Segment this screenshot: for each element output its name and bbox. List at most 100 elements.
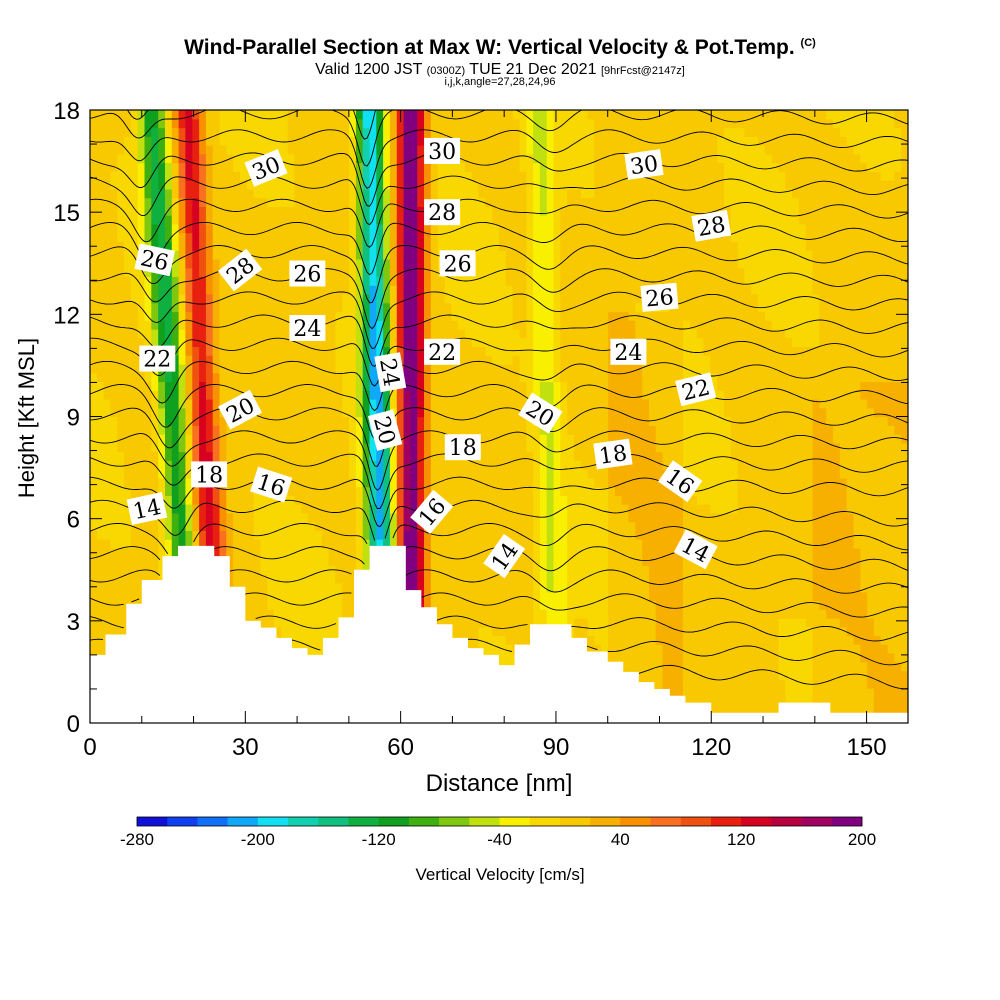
- velocity-cell: [308, 442, 316, 453]
- velocity-cell: [205, 416, 214, 426]
- velocity-cell: [683, 679, 691, 689]
- velocity-cell: [717, 696, 725, 707]
- velocity-cell: [287, 469, 296, 479]
- velocity-cell: [812, 407, 820, 418]
- velocity-cell: [96, 381, 105, 391]
- velocity-cell: [764, 407, 773, 418]
- velocity-cell: [785, 600, 793, 610]
- velocity-cell: [96, 407, 105, 418]
- velocity-cell: [424, 407, 432, 418]
- velocity-cell: [805, 547, 814, 558]
- velocity-cell: [696, 609, 705, 619]
- velocity-cell: [321, 469, 330, 479]
- velocity-cell: [539, 486, 548, 496]
- velocity-cell: [580, 460, 589, 470]
- velocity-cell: [751, 688, 759, 698]
- velocity-cell: [710, 556, 718, 566]
- velocity-cell: [349, 451, 357, 461]
- velocity-cell: [833, 495, 841, 505]
- velocity-cell: [103, 582, 111, 593]
- velocity-cell: [853, 486, 861, 496]
- velocity-cell: [846, 626, 855, 637]
- velocity-cell: [287, 574, 296, 584]
- velocity-cell: [533, 460, 541, 470]
- velocity-cell: [608, 504, 616, 514]
- velocity-cell: [839, 696, 848, 707]
- velocity-cell: [389, 390, 398, 400]
- velocity-cell: [219, 399, 227, 409]
- velocity-cell: [785, 547, 793, 558]
- velocity-cell: [553, 617, 561, 628]
- velocity-cell: [90, 381, 98, 391]
- velocity-cell: [110, 442, 118, 453]
- velocity-cell: [90, 635, 98, 645]
- velocity-cell: [683, 372, 691, 383]
- velocity-cell: [130, 442, 139, 453]
- velocity-cell: [574, 504, 582, 514]
- velocity-cell: [315, 626, 323, 637]
- velocity-cell: [185, 372, 193, 383]
- velocity-cell: [451, 399, 459, 409]
- velocity-cell: [280, 609, 289, 619]
- velocity-cell: [424, 582, 432, 593]
- velocity-cell: [287, 626, 296, 637]
- velocity-cell: [151, 451, 159, 461]
- velocity-cell: [349, 425, 357, 435]
- velocity-cell: [274, 434, 282, 444]
- velocity-cell: [321, 626, 330, 637]
- velocity-cell: [601, 582, 609, 593]
- velocity-cell: [860, 521, 868, 531]
- velocity-cell: [724, 600, 732, 610]
- velocity-cell: [655, 574, 664, 584]
- velocity-cell: [689, 670, 698, 680]
- velocity-cell: [744, 582, 752, 593]
- velocity-cell: [894, 582, 902, 593]
- velocity-cell: [853, 547, 861, 558]
- velocity-cell: [451, 547, 459, 558]
- velocity-cell: [90, 617, 98, 628]
- velocity-cell: [785, 495, 793, 505]
- velocity-cell: [635, 530, 643, 540]
- velocity-cell: [492, 609, 500, 619]
- velocity-cell: [103, 556, 111, 566]
- velocity-cell: [846, 495, 855, 505]
- velocity-cell: [737, 495, 745, 505]
- velocity-cell: [662, 530, 670, 540]
- velocity-cell: [894, 372, 902, 383]
- velocity-cell: [730, 425, 739, 435]
- velocity-cell: [798, 626, 807, 637]
- velocity-cell: [512, 416, 520, 426]
- velocity-cell: [839, 547, 848, 558]
- velocity-cell: [717, 600, 725, 610]
- velocity-cell: [410, 364, 418, 374]
- velocity-cell: [526, 425, 534, 435]
- velocity-cell: [826, 390, 834, 400]
- velocity-cell: [328, 609, 336, 619]
- velocity-cell: [226, 539, 234, 549]
- velocity-cell: [362, 355, 371, 365]
- velocity-cell: [328, 626, 336, 637]
- velocity-cell: [553, 372, 561, 383]
- velocity-cell: [621, 635, 630, 645]
- velocity-cell: [676, 670, 684, 680]
- velocity-cell: [308, 521, 316, 531]
- velocity-cell: [403, 495, 411, 505]
- velocity-cell: [758, 679, 766, 689]
- velocity-cell: [628, 661, 636, 672]
- velocity-cell: [553, 530, 561, 540]
- velocity-cell: [737, 609, 745, 619]
- velocity-cell: [744, 565, 752, 575]
- velocity-cell: [792, 688, 800, 698]
- velocity-cell: [335, 381, 343, 391]
- velocity-cell: [315, 469, 323, 479]
- velocity-cell: [458, 591, 466, 601]
- velocity-cell: [151, 477, 159, 488]
- velocity-cell: [730, 688, 739, 698]
- velocity-cell: [758, 477, 766, 488]
- velocity-cell: [717, 530, 725, 540]
- velocity-cell: [287, 547, 296, 558]
- velocity-cell: [758, 530, 766, 540]
- velocity-cell: [785, 679, 793, 689]
- velocity-cell: [594, 486, 602, 496]
- velocity-cell: [178, 539, 186, 549]
